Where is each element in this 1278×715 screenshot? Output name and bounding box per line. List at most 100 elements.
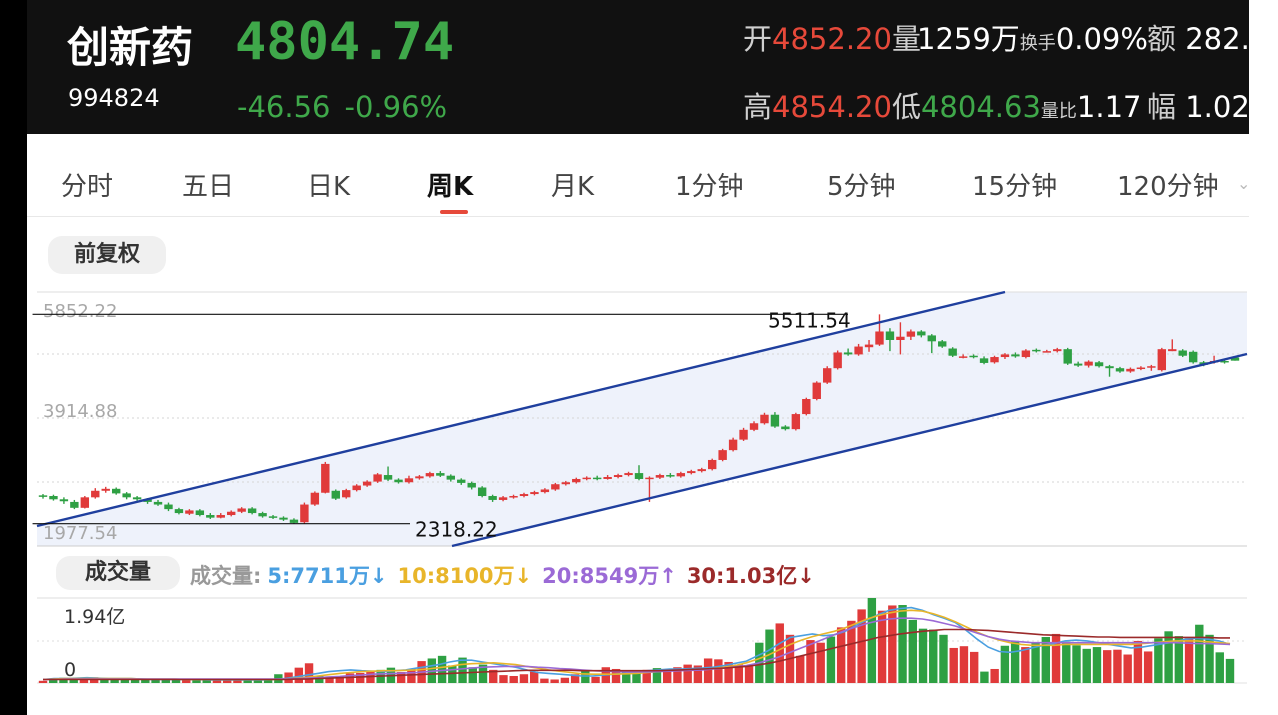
volume-ma-5: 5:7711万↓ [267,564,388,588]
volume-bar [69,679,78,683]
amount-value: 282.3 [1185,22,1249,56]
candle-body [342,490,351,498]
volume-bar [284,672,293,683]
volume-label: 量 [891,22,921,56]
tab-120min[interactable]: 120分钟 [1117,172,1219,202]
volume-bar [775,623,784,683]
volume-bar [468,667,477,683]
tab-minute[interactable]: 分时 [61,172,114,202]
y-tick-label: 3914.88 [43,401,117,422]
volume-bar [744,666,754,683]
volume-bar [396,672,406,683]
candle-body [467,482,476,488]
volume-bar [141,679,150,683]
candle-body [122,493,131,498]
candle-body [728,439,738,451]
tab-monthly-k[interactable]: 月K [551,172,595,202]
volume-bar [1041,636,1051,683]
low-marker-label: 2318.22 [415,518,498,542]
candle-body [415,476,424,479]
volume-value: 1259万 [917,22,1020,56]
volume-bar [478,664,488,683]
volume-bar [949,647,958,683]
candle-body [990,357,999,363]
candle-body [132,497,142,500]
candle-body [938,341,947,347]
candle-body [185,510,194,514]
volume-bar [161,679,170,683]
volume-ma-line-20 [43,617,1231,681]
candle-body [687,471,696,474]
period-tabs: 分时 五日 日K 周K 月K 1分钟 5分钟 15分钟 120分钟 ⌄ [27,148,1251,217]
candle-body [1188,351,1198,363]
candle-body [362,481,372,486]
candle-body [979,358,989,363]
volume-bar [222,680,232,683]
candle-body [592,477,602,480]
volume-bar [1154,638,1163,683]
volume-bar [785,634,795,683]
tab-daily-k[interactable]: 日K [307,172,351,202]
volume-bar [366,670,375,683]
volume-bar [212,679,222,683]
tab-weekly-k[interactable]: 周K [427,172,474,202]
tab-five-day[interactable]: 五日 [182,172,235,202]
candle-body [1032,349,1041,352]
volume-min-label: 0 [64,659,76,681]
candle-body [1011,354,1020,357]
quote-header: 创新药 994824 4804.74 -46.56 -0.96% 开4852.20… [27,0,1249,134]
tab-15min[interactable]: 15分钟 [972,172,1058,202]
candle-body [446,475,455,480]
high-label: 高 [743,90,773,124]
volume-ma-30: 30:1.03亿↓ [686,564,815,588]
volume-indicator-button[interactable]: 成交量 [56,556,180,590]
y-tick-label: 5852.22 [43,301,117,322]
tab-1min[interactable]: 1分钟 [675,172,744,202]
volume-bar [959,646,969,683]
candle-body [488,496,497,500]
volume-bar [49,678,58,683]
volume-bar [417,661,426,683]
tab-5min[interactable]: 5分钟 [827,172,896,202]
volume-bar [632,670,641,683]
adjust-button[interactable]: 前复权 [48,236,166,274]
candle-body [164,504,173,510]
candle-body [111,488,121,494]
volume-bar [325,677,334,683]
candle-body [1073,363,1083,366]
candle-body [38,495,48,497]
candle-body [153,501,163,505]
volume-bar [570,674,580,683]
candle-body [1168,349,1177,352]
candle-body [1220,360,1229,363]
volume-bar [130,679,140,683]
vol-ratio-label: 量比 [1040,101,1077,122]
volume-bar [458,657,467,683]
candle-body [227,511,236,516]
candle-body [781,426,790,430]
chevron-down-icon[interactable]: ⌄ [1237,174,1251,193]
candle-body [216,515,225,518]
channel-lower-line [451,352,1248,548]
open-value: 4852.20 [772,22,892,56]
candle-body [373,474,382,482]
volume-bar [1103,650,1112,683]
left-edge [0,0,27,715]
candle-body [530,492,539,495]
volume-ma-line-5 [42,606,1231,681]
candle-body [331,490,340,499]
candle-body [760,414,769,424]
stat-open: 开4852.20量 [743,16,921,58]
change-percent: -0.96% [344,90,448,124]
candle-body [718,450,727,460]
candle-body [1199,362,1208,365]
candle-body [477,487,487,497]
candle-body [1126,368,1135,372]
volume-bar [908,619,917,683]
amplitude-label: 幅 [1147,90,1177,124]
candle-body [247,508,257,514]
volume-bar [89,677,99,683]
candle-body [279,517,288,520]
volume-bar [59,677,68,683]
volume-bar [847,620,856,683]
